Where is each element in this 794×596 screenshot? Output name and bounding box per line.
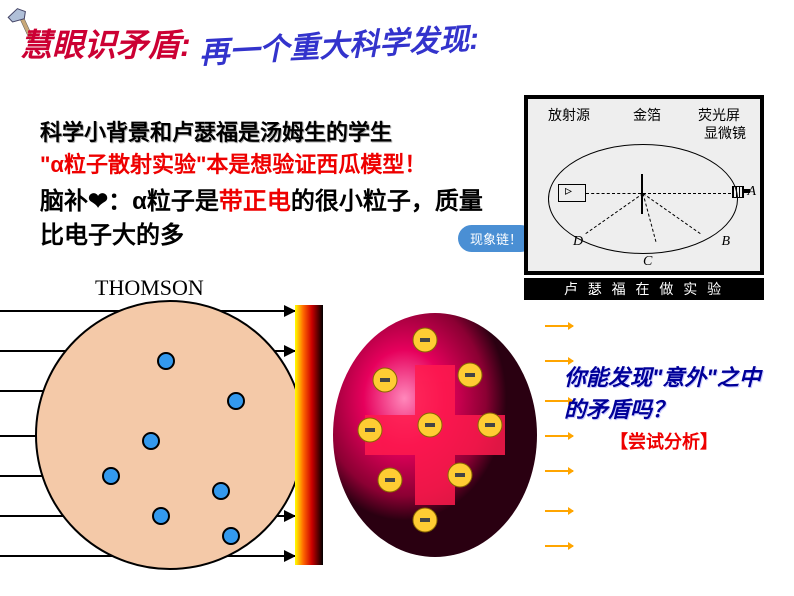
title-row: 慧眼识矛盾: 再一个重大科学发现:	[20, 20, 479, 66]
dash2	[643, 193, 731, 194]
label-screen: 荧光屏	[698, 105, 740, 125]
electron	[152, 507, 170, 525]
electron	[212, 482, 230, 500]
exit-arrow	[545, 470, 573, 472]
title-part1: 慧眼识矛盾:	[20, 20, 191, 66]
label-source: 放射源	[548, 105, 590, 125]
diagram-caption: 卢 瑟 福 在 做 实 验	[524, 278, 764, 300]
l3a: 脑补❤：α粒子是	[40, 188, 219, 215]
l3b: 带正电	[219, 188, 291, 215]
letter-B: B	[721, 234, 730, 250]
text-line2: "α粒子散射实验"本是想验证西瓜模型！	[40, 147, 500, 179]
diagram-source-box	[558, 184, 586, 202]
inner-electron	[458, 363, 482, 387]
label-foil: 金箔	[633, 105, 661, 125]
exit-arrow	[545, 325, 573, 327]
electron	[227, 392, 245, 410]
inner-electron	[418, 413, 442, 437]
question-hint: 【尝试分析】	[564, 428, 764, 454]
inner-electron	[478, 413, 502, 437]
letter-D: D	[573, 234, 583, 250]
electron	[157, 352, 175, 370]
inner-electron	[413, 508, 437, 532]
text-line1: 科学小背景和卢瑟福是汤姆生的学生	[40, 115, 500, 147]
inner-electron	[448, 463, 472, 487]
inner-electron	[378, 468, 402, 492]
exit-arrow	[545, 545, 573, 547]
inner-electron	[413, 328, 437, 352]
letter-A: A	[747, 184, 756, 200]
title-part2: 再一个重大科学发现:	[198, 14, 480, 73]
text-block: 科学小背景和卢瑟福是汤姆生的学生 "α粒子散射实验"本是想验证西瓜模型！ 脑补❤…	[40, 115, 500, 252]
thomson-atom	[35, 300, 305, 570]
rutherford-diagram: 放射源 金箔 荧光屏 显微镜 A B C D	[524, 95, 764, 275]
question-block: 你能发现"意外"之中的矛盾吗？ 【尝试分析】	[564, 360, 764, 454]
gradient-bar	[295, 305, 323, 565]
letter-C: C	[643, 254, 652, 270]
label-micro: 显微镜	[704, 123, 746, 143]
text-line3: 脑补❤：α粒子是带正电的很小粒子，质量比电子大的多	[40, 185, 500, 252]
electron	[222, 527, 240, 545]
electron	[102, 467, 120, 485]
electron	[142, 432, 160, 450]
inner-electron	[373, 368, 397, 392]
red-atom	[330, 310, 540, 560]
badge: 现象链！	[458, 225, 534, 252]
question-text: 你能发现"意外"之中的矛盾吗？	[564, 360, 764, 424]
dash1	[586, 193, 641, 194]
exit-arrow	[545, 510, 573, 512]
thomson-label: THOMSON	[95, 275, 204, 301]
inner-electron	[358, 418, 382, 442]
